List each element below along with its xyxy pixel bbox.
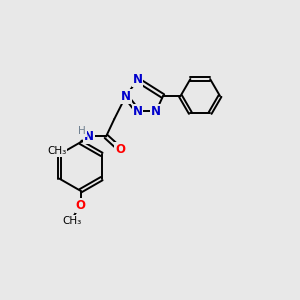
Text: H: H	[79, 126, 86, 136]
Text: N: N	[133, 74, 142, 86]
Text: CH₃: CH₃	[63, 216, 82, 226]
Text: N: N	[84, 130, 94, 143]
Text: O: O	[115, 143, 125, 156]
Text: N: N	[121, 90, 131, 103]
Text: N: N	[133, 105, 142, 118]
Text: CH₃: CH₃	[48, 146, 67, 157]
Text: O: O	[76, 199, 85, 212]
Text: N: N	[151, 105, 161, 118]
